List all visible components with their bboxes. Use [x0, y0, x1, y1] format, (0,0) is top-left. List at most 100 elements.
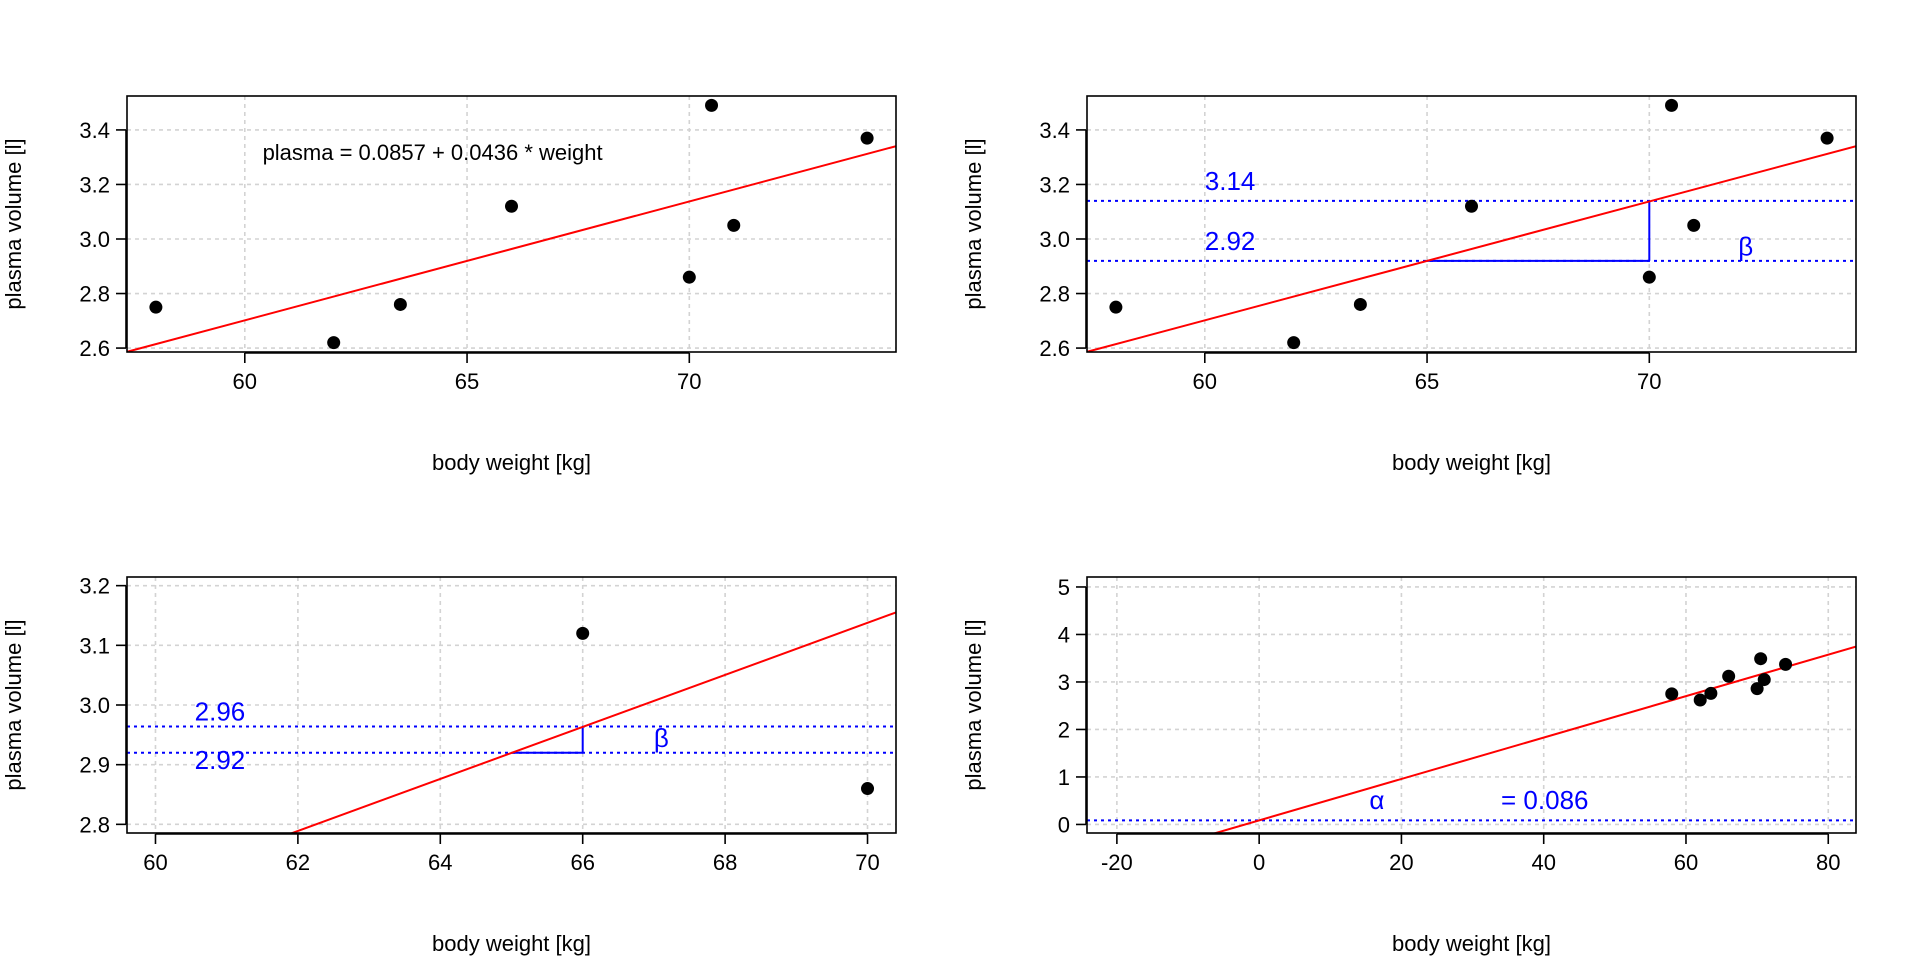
x-tick-label: 0	[1253, 850, 1265, 875]
y-tick-label: 2.8	[79, 282, 110, 307]
x-tick-label: 64	[428, 850, 452, 875]
data-point	[1693, 693, 1707, 707]
y-tick-label: 2.6	[1039, 336, 1070, 361]
y-axis-label: plasma volume [l]	[1, 138, 26, 309]
y-tick-label: 3.2	[1039, 172, 1070, 197]
data-point	[1353, 297, 1367, 311]
x-tick-label: 40	[1531, 850, 1555, 875]
data-point	[1750, 682, 1764, 696]
y-axis-label: plasma volume [l]	[961, 619, 986, 790]
y-tick-label: 2.8	[1039, 282, 1070, 307]
x-tick-label: 60	[1674, 850, 1698, 875]
y-tick-label: 0	[1058, 812, 1070, 837]
x-tick-label: 60	[143, 850, 167, 875]
y-tick-label: 3	[1058, 670, 1070, 695]
annotation-text: 2.92	[195, 745, 246, 775]
annotation-text: β	[1738, 231, 1753, 261]
y-axis-label: plasma volume [l]	[1, 619, 26, 790]
y-tick-label: 1	[1058, 765, 1070, 790]
data-point	[505, 199, 518, 213]
regression-line	[1087, 145, 1856, 352]
y-tick-label: 3.4	[1039, 118, 1070, 143]
data-point	[705, 98, 719, 112]
y-axis-label: plasma volume [l]	[961, 138, 986, 309]
x-tick-label: 70	[1637, 369, 1661, 394]
y-tick-label: 3.4	[79, 118, 110, 143]
data-point	[1820, 131, 1834, 145]
data-point	[1779, 657, 1793, 671]
y-tick-label: 2.9	[79, 753, 110, 778]
plot-region	[127, 611, 896, 833]
plot-frame	[1086, 576, 1857, 834]
y-tick-label: 2	[1058, 717, 1070, 742]
data-point	[860, 131, 874, 145]
y-tick-label: 3.0	[79, 693, 110, 718]
x-axis-label: body weight [kg]	[1392, 931, 1551, 956]
data-point	[327, 336, 341, 350]
panel-top-right: 60 65 70 2.6 2.8 3.0 3.2 3.4 body weight [kg] pla…	[961, 95, 1857, 475]
data-point	[1687, 218, 1701, 232]
x-tick-label: 60	[1193, 369, 1217, 394]
x-tick-label: 80	[1816, 850, 1840, 875]
y-tick-label: 2.6	[79, 336, 110, 361]
data-point	[1465, 199, 1478, 213]
data-point	[1665, 687, 1679, 701]
x-tick-label: 60	[233, 369, 257, 394]
x-axis-label: body weight [kg]	[1392, 450, 1551, 475]
regression-line	[1212, 645, 1856, 833]
data-point	[1287, 336, 1301, 350]
data-point	[393, 297, 407, 311]
x-tick-label: 65	[455, 369, 479, 394]
y-tick-label: 3.2	[79, 574, 110, 599]
data-point	[1704, 686, 1718, 700]
annotation-text: = 0.086	[1501, 785, 1588, 815]
y-tick-label: 4	[1058, 622, 1070, 647]
data-point	[149, 300, 163, 314]
data-point	[1109, 300, 1123, 314]
x-tick-label: 70	[677, 369, 701, 394]
annotation-text: plasma = 0.0857 + 0.0436 * weight	[263, 140, 603, 165]
y-tick-label: 2.8	[79, 812, 110, 837]
plot-region	[1087, 645, 1856, 833]
x-tick-label: 66	[570, 850, 594, 875]
y-tick-label: 3.0	[79, 227, 110, 252]
x-tick-label: -20	[1101, 850, 1133, 875]
x-tick-label: 70	[855, 850, 879, 875]
plot-frame	[126, 95, 897, 353]
plot-region	[1087, 98, 1856, 352]
panel-bottom-left: 60 62 64 66 68 70 2.8 2.9 3.0 3.1 3.2 body weight […	[1, 574, 897, 956]
plot-region	[127, 98, 896, 352]
data-point	[861, 782, 875, 796]
regression-line	[289, 611, 896, 833]
panel-top-left: 60 65 70 2.6 2.8 3.0 3.2 3.4 body weight [kg] pla…	[1, 95, 897, 475]
x-tick-label: 68	[713, 850, 737, 875]
x-axis-label: body weight [kg]	[432, 931, 591, 956]
data-point	[682, 270, 696, 284]
data-point	[1642, 270, 1656, 284]
panel-bottom-right: -20 0 20 40 60 80 0 1 2 3 4 5 body weight [kg] plasma…	[961, 575, 1857, 956]
regression-line	[127, 145, 896, 352]
x-tick-label: 62	[286, 850, 310, 875]
data-point	[1754, 652, 1768, 666]
data-point	[576, 626, 590, 640]
data-point	[1665, 98, 1679, 112]
data-point	[727, 218, 741, 232]
data-point	[1757, 673, 1771, 687]
x-axis-label: body weight [kg]	[432, 450, 591, 475]
x-tick-label: 65	[1415, 369, 1439, 394]
plot-frame	[1086, 95, 1857, 353]
annotation-text: 2.92	[1205, 226, 1256, 256]
y-tick-label: 5	[1058, 575, 1070, 600]
annotation-text: α	[1369, 785, 1384, 815]
y-tick-label: 3.0	[1039, 227, 1070, 252]
x-tick-label: 20	[1389, 850, 1413, 875]
annotation-text: β	[654, 723, 669, 753]
y-tick-label: 3.2	[79, 172, 110, 197]
y-tick-label: 3.1	[79, 633, 110, 658]
data-point	[1722, 669, 1736, 683]
annotation-text: 3.14	[1205, 166, 1256, 196]
annotation-text: 2.96	[195, 697, 246, 727]
plot-frame	[126, 576, 897, 834]
